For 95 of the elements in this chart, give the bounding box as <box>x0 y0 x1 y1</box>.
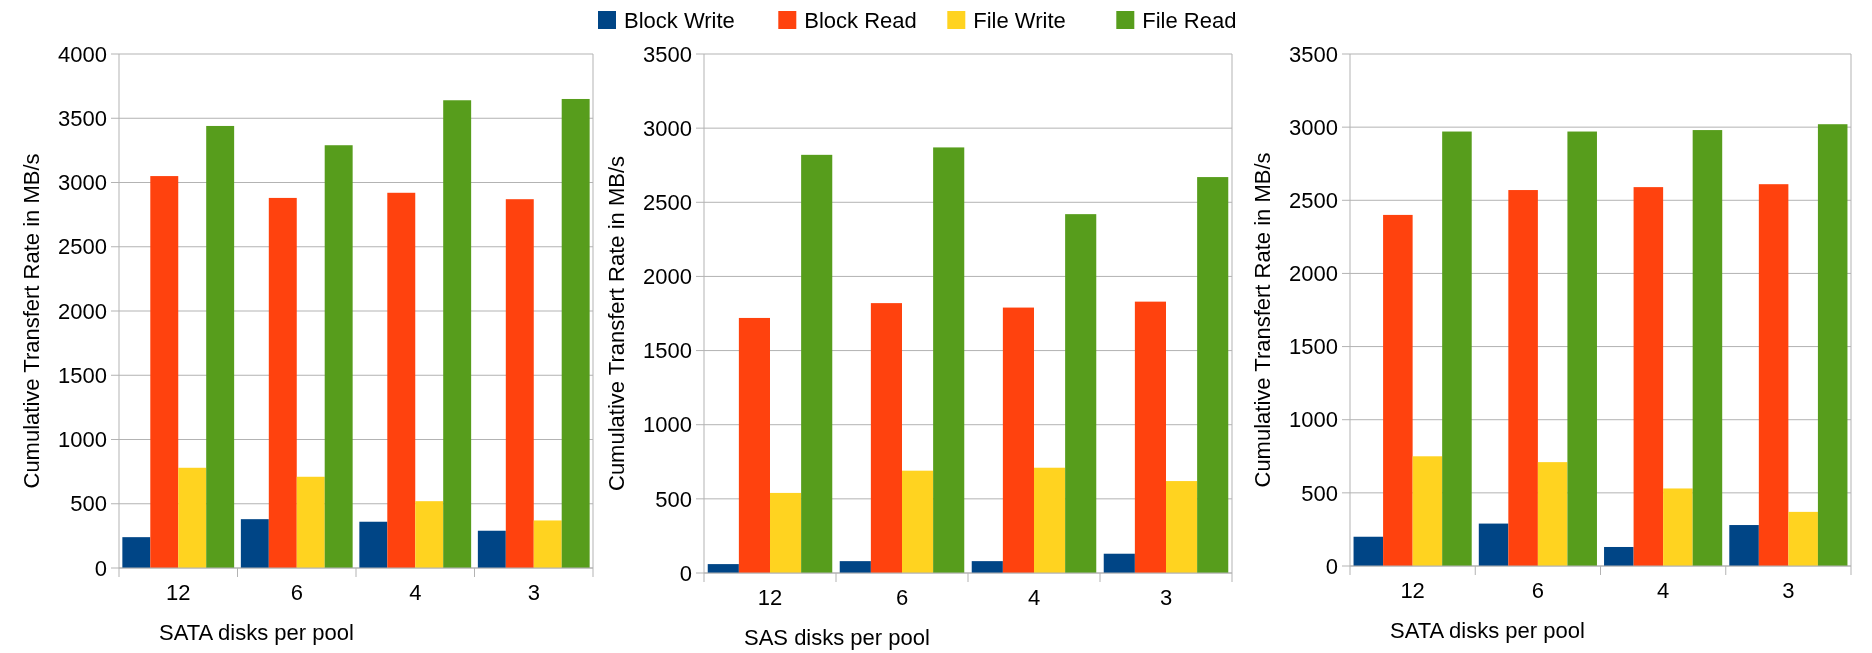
y-tick-label: 0 <box>1325 553 1338 579</box>
bar <box>1604 546 1634 566</box>
y-tick-label: 500 <box>655 486 692 512</box>
bar <box>738 317 770 573</box>
y-tick-label: 2000 <box>58 298 107 324</box>
x-axis-title: SAS disks per pool <box>744 625 930 650</box>
x-tick-label: 6 <box>290 580 303 605</box>
bar <box>1478 523 1509 566</box>
bar <box>1788 511 1818 566</box>
bar <box>533 520 562 568</box>
bar <box>178 467 207 568</box>
bar <box>1353 536 1384 566</box>
bar <box>505 199 534 568</box>
y-tick-label: 1500 <box>643 338 692 364</box>
bar <box>443 100 472 568</box>
bar <box>324 145 353 568</box>
bar <box>1383 214 1413 566</box>
y-tick-label: 1000 <box>1289 407 1338 433</box>
y-tick-label: 3000 <box>1289 114 1338 140</box>
legend-label: Block Write <box>624 7 735 33</box>
x-tick-label: 12 <box>166 580 191 605</box>
y-axis-title: Cumulative Transfert Rate in MB/s <box>604 155 629 492</box>
bar <box>561 98 590 568</box>
y-tick-label: 1500 <box>1289 334 1338 360</box>
bar <box>902 470 934 573</box>
legend-label: File Read <box>1142 7 1237 33</box>
bar <box>707 564 739 573</box>
y-tick-label: 500 <box>1301 480 1338 506</box>
y-tick-label: 1000 <box>643 412 692 438</box>
bar <box>1537 462 1568 566</box>
bar <box>296 476 325 568</box>
x-axis-title: SATA disks per pool <box>159 620 354 645</box>
bar <box>933 147 965 573</box>
bar <box>1442 131 1472 566</box>
bar <box>1034 467 1066 573</box>
bar <box>870 303 902 573</box>
bar <box>1134 301 1166 573</box>
bar <box>1412 456 1443 566</box>
x-tick-label: 4 <box>409 580 422 605</box>
y-tick-label: 3000 <box>643 115 692 141</box>
y-tick-label: 2500 <box>58 234 107 260</box>
bar <box>1065 214 1097 573</box>
y-tick-label: 2500 <box>1289 187 1338 213</box>
bar <box>770 492 802 573</box>
y-tick-label: 2000 <box>643 264 692 290</box>
x-axis-title: SATA disks per pool <box>1390 618 1585 643</box>
y-axis-title: Cumulative Transfert Rate in MB/s <box>19 153 44 489</box>
bar <box>477 530 506 568</box>
bar <box>268 197 297 568</box>
x-tick-label: 6 <box>1531 578 1544 603</box>
bar <box>122 537 151 568</box>
bar <box>206 125 235 568</box>
bar <box>240 519 269 568</box>
bar <box>1663 488 1693 566</box>
bar <box>359 521 388 568</box>
x-tick-label: 12 <box>1400 578 1425 603</box>
x-tick-label: 3 <box>1159 585 1173 610</box>
x-tick-label: 12 <box>757 585 783 610</box>
bar <box>1508 190 1538 566</box>
bar <box>1729 525 1759 566</box>
bar <box>1692 130 1723 566</box>
bar <box>1817 124 1848 566</box>
bar <box>1197 177 1229 573</box>
bar <box>1567 131 1597 566</box>
bar <box>1166 481 1198 573</box>
x-tick-label: 4 <box>1027 585 1041 610</box>
y-tick-label: 4000 <box>58 41 107 67</box>
bar <box>150 176 179 568</box>
y-tick-label: 3500 <box>1289 41 1338 67</box>
y-axis-title: Cumulative Transfert Rate in MB/s <box>1250 152 1275 488</box>
y-tick-label: 3000 <box>58 170 107 196</box>
bar <box>1002 307 1034 573</box>
bar <box>839 561 871 573</box>
y-tick-label: 2500 <box>643 189 692 215</box>
bar <box>1103 553 1135 573</box>
bar <box>415 501 444 568</box>
y-tick-label: 2000 <box>1289 261 1338 287</box>
y-tick-label: 1000 <box>58 427 107 453</box>
y-tick-label: 500 <box>70 491 107 517</box>
x-tick-label: 3 <box>527 580 540 605</box>
y-tick-label: 3500 <box>58 105 107 131</box>
bar <box>1633 187 1664 566</box>
bar <box>1758 184 1789 566</box>
legend-label: File Write <box>973 7 1066 33</box>
bar <box>971 561 1003 573</box>
y-tick-label: 0 <box>679 560 692 586</box>
y-tick-label: 3500 <box>643 41 692 67</box>
bar <box>801 154 833 573</box>
y-tick-label: 0 <box>94 555 107 581</box>
x-tick-label: 6 <box>895 585 909 610</box>
y-tick-label: 1500 <box>58 362 107 388</box>
bar <box>387 192 416 568</box>
x-tick-label: 4 <box>1657 578 1670 603</box>
x-tick-label: 3 <box>1782 578 1795 603</box>
legend-label: Block Read <box>804 7 917 33</box>
